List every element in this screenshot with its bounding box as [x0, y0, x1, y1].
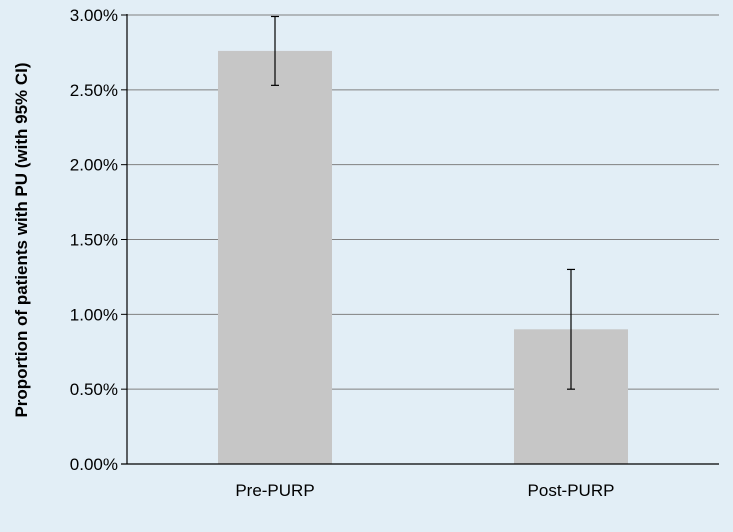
y-tick-label: 3.00%	[70, 6, 118, 25]
bar-pre-purp	[218, 50, 332, 465]
axis-labels: 0.00% 0.50% 1.00% 1.50% 2.00% 2.50% 3.00% Pre-P…	[70, 6, 615, 500]
y-axis-title: Proportion of patients with PU (with 95%…	[12, 62, 31, 417]
y-tick-label: 2.50%	[70, 81, 118, 100]
gridlines	[127, 14, 719, 390]
y-tick-label: 0.00%	[70, 455, 118, 474]
axes	[121, 14, 719, 465]
y-tick-label: 2.00%	[70, 156, 118, 175]
y-tick-label: 1.00%	[70, 305, 118, 324]
x-category-label: Post-PURP	[528, 481, 615, 500]
bars	[218, 50, 628, 465]
error-bars	[271, 15, 575, 390]
x-category-label: Pre-PURP	[235, 481, 314, 500]
y-tick-label: 0.50%	[70, 380, 118, 399]
y-tick-label: 1.50%	[70, 231, 118, 250]
